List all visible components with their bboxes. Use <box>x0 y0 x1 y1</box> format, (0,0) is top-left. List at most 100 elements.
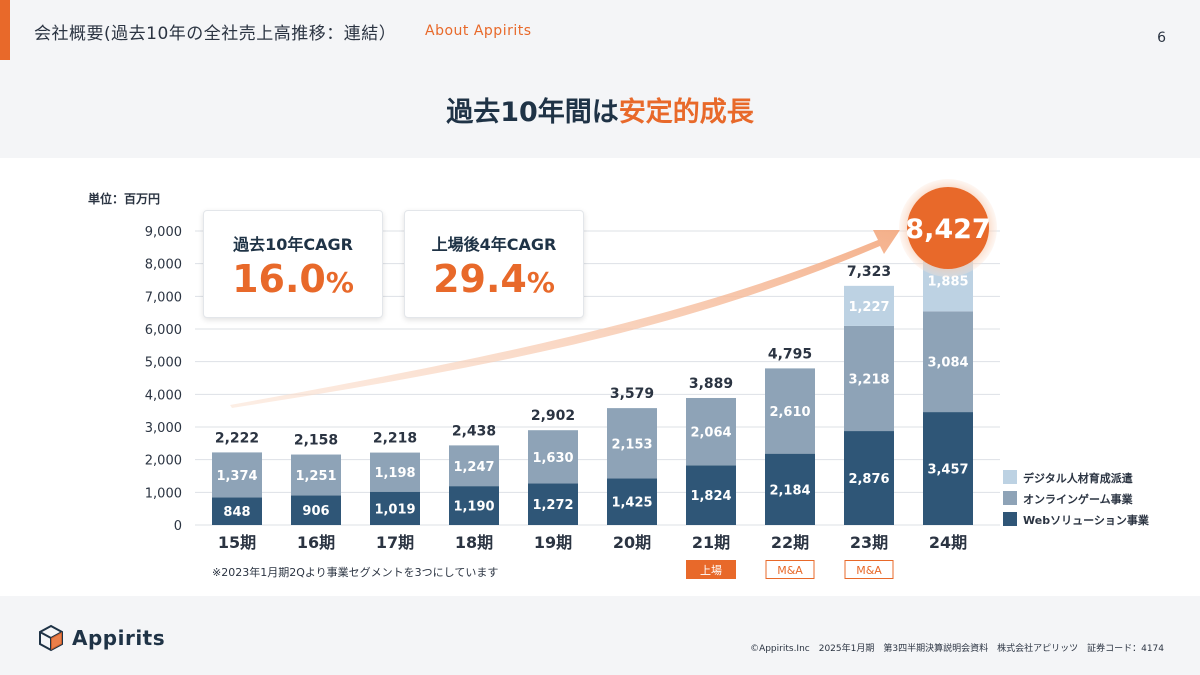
highlight-circle <box>907 187 989 269</box>
data-label: 1,198 <box>374 466 415 481</box>
data-label: 906 <box>302 504 329 519</box>
x-tick-label: 16期 <box>297 533 335 552</box>
revenue-chart: 0 1,000 2,000 3,000 4,000 5,000 6,000 7,000 8,00… <box>88 179 1150 579</box>
y-tick-label: 0 <box>174 519 182 534</box>
bar-segment <box>765 368 815 454</box>
total-label: 4,795 <box>768 346 812 362</box>
bar-segment <box>844 431 894 525</box>
legend-label: オンラインゲーム事業 <box>1023 492 1134 506</box>
data-label: 2,610 <box>769 405 810 420</box>
data-label: 3,084 <box>927 356 968 371</box>
y-tick-label: 8,000 <box>145 258 182 273</box>
headline-highlight: 安定的成長 <box>618 97 754 128</box>
bar-segment <box>844 285 894 326</box>
kpi-number: 29.4 <box>433 257 527 301</box>
kpi-unit: % <box>526 266 555 299</box>
slide-headline: 過去10年間は安定的成長 <box>0 90 1200 129</box>
bar-segment <box>291 454 341 496</box>
total-label: 3,889 <box>689 376 733 392</box>
legend-label: Webソリューション事業 <box>1023 513 1150 527</box>
logo-text: Appirits <box>72 626 166 650</box>
bar-segment <box>607 478 657 525</box>
x-tick-label: 23期 <box>850 533 888 552</box>
data-label: 2,876 <box>848 472 889 487</box>
data-label: 1,190 <box>453 500 494 515</box>
x-tick-label: 15期 <box>218 533 256 552</box>
highlight-total-label: 8,427 <box>905 214 990 245</box>
bar-segment <box>291 495 341 525</box>
kpi-label: 上場後4年CAGR <box>431 235 557 254</box>
data-label: 1,227 <box>848 300 889 315</box>
bar-segment <box>449 445 499 487</box>
tag-label: 上場 <box>700 564 722 577</box>
header-accent-bar <box>0 0 10 60</box>
page-number: 6 <box>1157 30 1166 46</box>
data-label: 2,064 <box>690 426 731 441</box>
unit-label: 単位：百万円 <box>88 191 160 206</box>
tag-box <box>765 560 815 579</box>
bar-segment <box>765 453 815 525</box>
y-tick-label: 7,000 <box>145 290 182 305</box>
kpi-card-post-ipo-cagr: 上場後4年CAGR 29.4% <box>404 210 584 318</box>
y-tick-label: 3,000 <box>145 421 182 436</box>
x-tick-label: 21期 <box>692 533 730 552</box>
data-label: 1,019 <box>374 502 415 517</box>
data-label: 3,218 <box>848 372 889 387</box>
y-tick-label: 1,000 <box>145 486 182 501</box>
bar-segment <box>528 430 578 484</box>
data-label: 1,425 <box>611 496 652 511</box>
data-label: 1,247 <box>453 460 494 475</box>
cube-logo-icon <box>39 624 63 652</box>
header-subtitle: About Appirits <box>425 23 532 39</box>
footer-copyright: ©Appirits.Inc 2025年1月期 第3四半期決算説明会資料 株式会社… <box>750 644 1164 654</box>
legend-label: デジタル人材育成派遣 <box>1023 471 1133 485</box>
x-tick-label: 20期 <box>613 533 651 552</box>
bar-segment <box>370 452 420 492</box>
bar-segment <box>528 483 578 525</box>
x-tick-label: 22期 <box>771 533 809 552</box>
data-label: 1,885 <box>927 275 968 290</box>
bar-segment <box>923 412 973 525</box>
kpi-value: 29.4% <box>405 257 583 301</box>
kpi-number: 16.0 <box>232 257 326 301</box>
y-tick-label: 6,000 <box>145 323 182 338</box>
y-tick-label: 4,000 <box>145 388 182 403</box>
bar-segment <box>212 497 262 525</box>
footer-logo: Appirits <box>38 624 165 652</box>
data-label: 1,630 <box>532 451 573 466</box>
tag-label: M&A <box>777 564 803 577</box>
bar-segment <box>370 491 420 525</box>
y-tick-label: 5,000 <box>145 356 182 371</box>
data-label: 848 <box>223 505 250 520</box>
bar-segment <box>844 325 894 432</box>
bar-segment <box>212 452 262 498</box>
data-label: 1,272 <box>532 498 573 513</box>
data-label: 3,457 <box>927 463 968 478</box>
data-label: 1,374 <box>216 469 257 484</box>
legend-swatch <box>1003 491 1017 505</box>
total-label: 2,158 <box>294 433 338 449</box>
x-tick-label: 18期 <box>455 533 493 552</box>
footnote: ※2023年1月期2Qより事業セグメントを3つにしています <box>212 565 498 579</box>
total-label: 2,438 <box>452 423 496 439</box>
tag-label: M&A <box>856 564 882 577</box>
legend-swatch <box>1003 512 1017 526</box>
data-label: 1,824 <box>690 489 731 504</box>
period-tag: 上場 <box>686 560 736 579</box>
bar-segment <box>449 486 499 525</box>
total-label: 2,218 <box>373 431 417 447</box>
total-label: 3,579 <box>610 386 654 402</box>
data-label: 2,184 <box>769 483 810 498</box>
bar-segment <box>607 408 657 479</box>
headline-part1: 過去10年間は <box>446 97 619 128</box>
bar-segment <box>923 311 973 413</box>
kpi-value: 16.0% <box>204 257 382 301</box>
kpi-unit: % <box>325 266 354 299</box>
total-label: 7,323 <box>847 264 891 280</box>
tag-box <box>686 560 736 579</box>
y-tick-label: 9,000 <box>145 225 182 240</box>
x-tick-label: 17期 <box>376 533 414 552</box>
period-tag: M&A <box>844 560 894 579</box>
bar-segment <box>686 397 736 466</box>
total-label: 2,902 <box>531 408 575 424</box>
